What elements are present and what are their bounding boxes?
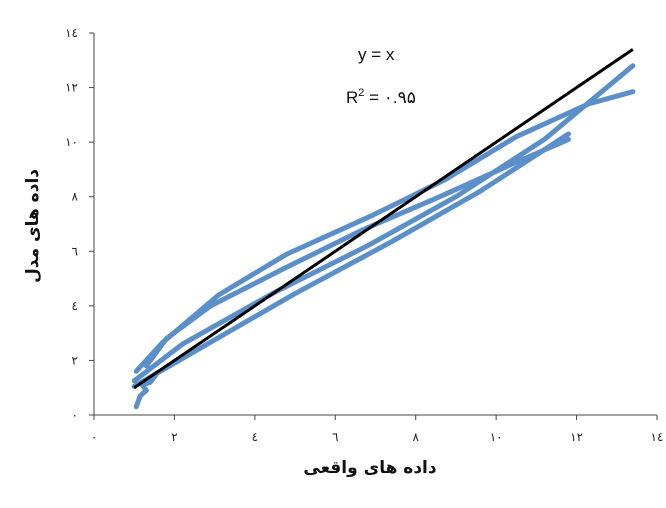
x-tick-label: ۰ xyxy=(91,430,97,444)
x-tick-label: ۱۲ xyxy=(570,430,583,444)
x-tick-label: ٦ xyxy=(332,430,338,444)
y-tick-label: ۰ xyxy=(72,408,78,422)
x-tick-label: ۱٤ xyxy=(651,430,664,444)
y-tick-label: ٤ xyxy=(72,299,78,313)
x-tick-label: ۱۰ xyxy=(490,430,503,444)
y-tick-label: ۱۰ xyxy=(65,135,78,149)
data-series-line xyxy=(131,63,636,384)
y-tick-label: ٦ xyxy=(72,244,78,258)
y-axis-title: داده های مدل xyxy=(23,169,43,283)
data-series-line xyxy=(133,371,159,410)
y-tick-label: ۲ xyxy=(72,353,78,367)
data-series-line xyxy=(143,136,571,369)
tick-labels: ۰ ۲ ٤ ٦ ۸ ۱۰ ۱۲ ۱٤ ۰ ۲ ٤ ٦ ۸ ۱۰ ۱۲ ۱٤ xyxy=(65,26,663,444)
x-tick-label: ۲ xyxy=(171,430,177,444)
annotation-equation: y = x xyxy=(358,45,395,64)
x-axis-title: داده های واقعی xyxy=(303,458,436,478)
reference-line xyxy=(133,48,634,389)
annotation-r2-sup: 2 xyxy=(358,87,364,99)
x-tick-label: ۸ xyxy=(412,430,419,444)
annotation-r2-prefix: R xyxy=(346,88,358,107)
y-tick-label: ۱٤ xyxy=(65,26,78,40)
data-series xyxy=(131,63,636,410)
axis-ticks xyxy=(89,32,658,420)
data-series-line xyxy=(131,131,571,389)
y-tick-label: ۱۲ xyxy=(65,81,78,95)
annotation-r2: R2 = ۰.۹۵ xyxy=(346,87,416,107)
annotation-r2-value: = ۰.۹۵ xyxy=(364,88,416,107)
y-tick-label: ۸ xyxy=(72,190,79,204)
x-tick-label: ٤ xyxy=(252,430,258,444)
